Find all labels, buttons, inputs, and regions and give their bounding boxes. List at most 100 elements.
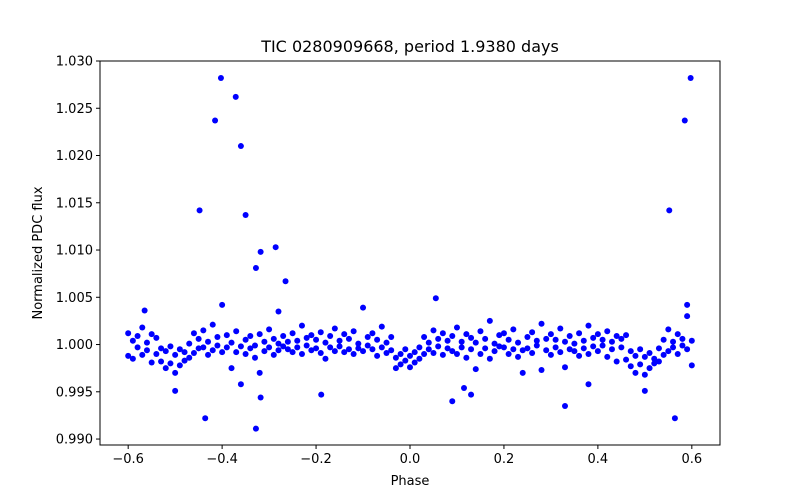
data-point (294, 337, 301, 344)
data-point (181, 357, 188, 364)
data-point (261, 338, 268, 345)
y-tick-label: 1.025 (56, 102, 93, 117)
x-axis-label: Phase (391, 474, 430, 489)
y-tick-label: 0.995 (56, 385, 93, 400)
data-point (318, 391, 325, 398)
x-tick-label: −0.2 (300, 452, 332, 467)
data-point (153, 350, 160, 357)
data-point (252, 342, 258, 349)
data-point (162, 348, 169, 355)
data-point (585, 322, 592, 329)
data-point (444, 337, 451, 344)
data-point (186, 340, 193, 347)
data-point (158, 358, 165, 365)
data-point (233, 349, 240, 356)
data-point (439, 351, 446, 358)
data-point (571, 340, 578, 347)
data-point (453, 324, 460, 331)
data-point (275, 340, 282, 347)
data-point (195, 345, 202, 352)
x-tick-label: 0.2 (494, 452, 515, 467)
data-point (637, 346, 644, 353)
data-point (557, 349, 564, 356)
data-point (552, 344, 559, 351)
data-point (519, 347, 526, 354)
data-point (172, 369, 179, 376)
data-point (458, 338, 465, 345)
data-point (641, 353, 648, 360)
data-point (641, 387, 648, 394)
data-point (618, 335, 625, 342)
data-point (237, 343, 244, 350)
data-point (181, 349, 188, 356)
data-point (482, 335, 489, 342)
data-point (200, 344, 207, 351)
data-point (411, 349, 418, 356)
data-point (270, 351, 277, 358)
data-point (284, 346, 291, 353)
y-axis-label: Normalized PDC flux (31, 186, 46, 319)
x-axis-ticks: −0.6 −0.4 −0.2 0.0 0.2 0.4 0.6 (112, 445, 702, 467)
data-point (637, 361, 644, 368)
data-point (421, 350, 428, 357)
data-point (684, 346, 691, 353)
data-point (632, 352, 639, 359)
data-point (298, 350, 305, 357)
data-point (284, 338, 291, 345)
data-point (282, 278, 289, 285)
x-tick-label: 0.4 (588, 452, 609, 467)
data-point (134, 344, 141, 351)
data-point (655, 358, 662, 365)
data-point (143, 347, 150, 354)
data-point (562, 402, 568, 409)
data-point (141, 307, 148, 314)
data-point (257, 394, 264, 401)
data-point (580, 345, 587, 352)
data-point (219, 301, 226, 308)
data-point (266, 326, 273, 333)
data-point (294, 344, 301, 351)
data-point (148, 331, 155, 338)
data-point (449, 398, 456, 405)
data-point (209, 321, 216, 328)
data-point (500, 330, 507, 337)
data-point (463, 354, 470, 361)
data-point (533, 337, 540, 344)
data-point (684, 301, 691, 308)
data-point (341, 331, 348, 338)
y-tick-label: 1.020 (56, 149, 93, 164)
data-point (435, 343, 442, 350)
data-point (360, 348, 367, 355)
data-point (543, 347, 550, 354)
data-point (275, 308, 282, 315)
x-tick-label: −0.6 (112, 452, 144, 467)
data-point (594, 348, 601, 355)
data-point (256, 331, 263, 338)
data-point (425, 339, 432, 346)
data-point (688, 362, 695, 369)
data-point (557, 325, 564, 332)
data-point (500, 344, 507, 351)
data-point (543, 335, 550, 342)
data-point (237, 143, 244, 150)
data-point (590, 334, 597, 341)
data-point (202, 415, 209, 422)
data-point (261, 348, 268, 355)
data-point (256, 369, 263, 376)
data-point (613, 358, 620, 365)
data-point (665, 326, 672, 333)
data-point (590, 343, 597, 350)
data-point (430, 350, 437, 357)
data-point (684, 313, 691, 320)
data-point (651, 360, 658, 367)
data-point (369, 330, 376, 337)
data-point (392, 365, 399, 372)
data-point (369, 346, 376, 353)
data-point (411, 359, 418, 366)
data-point (585, 381, 592, 388)
data-point (585, 350, 592, 357)
data-point (660, 351, 667, 358)
data-point (388, 347, 395, 354)
data-point (430, 327, 437, 334)
data-point (176, 346, 183, 353)
